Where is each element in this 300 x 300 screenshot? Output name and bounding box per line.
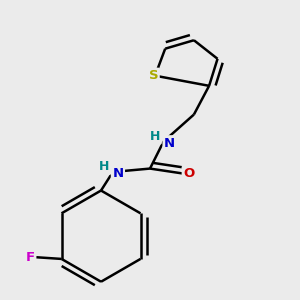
Text: F: F xyxy=(26,251,35,264)
Text: S: S xyxy=(148,69,158,82)
Text: O: O xyxy=(183,167,194,180)
Text: N: N xyxy=(164,137,175,150)
Text: N: N xyxy=(112,167,124,180)
Text: H: H xyxy=(99,160,110,173)
Text: H: H xyxy=(150,130,160,143)
